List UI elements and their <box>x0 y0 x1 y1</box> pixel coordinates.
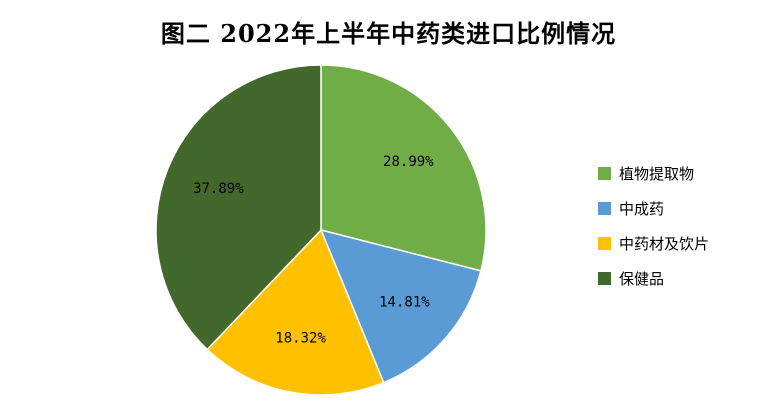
pie-slices <box>155 64 487 396</box>
pie-slice <box>319 228 482 384</box>
legend-item: 中成药 <box>598 198 709 219</box>
legend-label: 植物提取物 <box>619 165 695 183</box>
legend-label: 中成药 <box>619 200 665 218</box>
slice-data-label: 18.32% <box>275 331 326 347</box>
legend-swatch <box>598 272 611 285</box>
legend-item: 植物提取物 <box>598 163 709 184</box>
legend-label: 保健品 <box>619 270 665 288</box>
legend-swatch <box>598 167 611 180</box>
slice-data-label: 14.81% <box>379 295 430 311</box>
pie-slice <box>320 64 487 272</box>
slice-data-label: 37.89% <box>193 181 244 197</box>
slice-data-label: 28.99% <box>383 154 434 170</box>
legend-item: 中药材及饮片 <box>598 233 709 254</box>
pie-data-labels: 28.99% 14.81% 18.32% 37.89% <box>193 154 434 346</box>
pie-slice <box>206 228 385 396</box>
legend: 植物提取物 中成药 中药材及饮片 保健品 <box>598 163 709 303</box>
legend-swatch <box>598 237 611 250</box>
legend-label: 中药材及饮片 <box>619 235 710 253</box>
pie-slice <box>155 64 322 351</box>
legend-item: 保健品 <box>598 268 709 289</box>
legend-swatch <box>598 202 611 215</box>
chart-title: 图二 2022年上半年中药类进口比例情况 <box>160 19 617 48</box>
